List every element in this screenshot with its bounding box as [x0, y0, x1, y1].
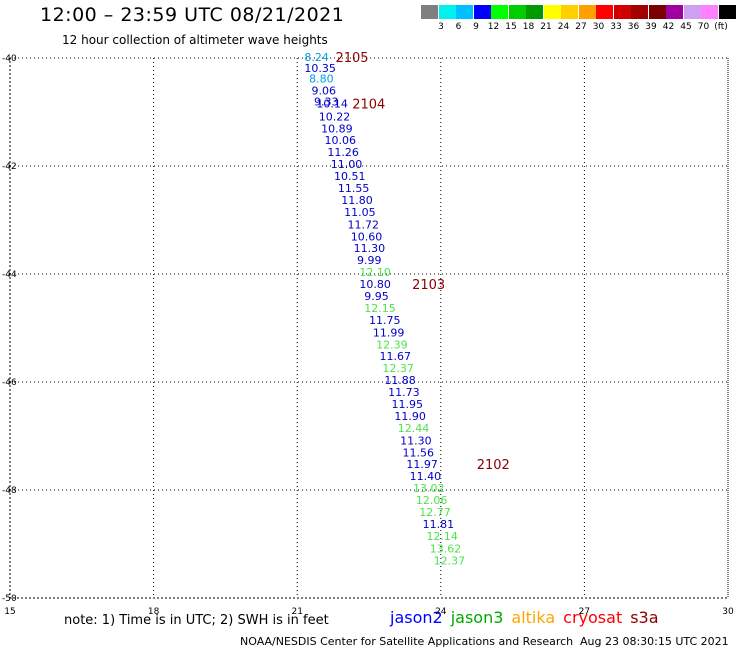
chart-note: note: 1) Time is in UTC; 2) SWH is in fe…: [64, 613, 329, 628]
wave-height-point: 13.02: [413, 482, 445, 495]
color-scale-label: (ft): [714, 22, 728, 32]
x-tick-label: 15: [4, 607, 15, 617]
plot-border: [9, 57, 729, 599]
wave-height-point: 11.55: [338, 182, 370, 195]
color-scale-label: 70: [697, 22, 710, 32]
footer-credit: NOAA/NESDIS Center for Satellite Applica…: [240, 635, 574, 648]
grid-lines: [9, 57, 729, 599]
wave-height-point: 12.15: [364, 302, 396, 315]
satellite-legend: jason2 jason3 altika cryosat s3a: [390, 608, 667, 627]
wave-height-point: 11.05: [344, 206, 376, 219]
color-scale-label: 15: [505, 22, 517, 32]
wave-height-point: 10.60: [351, 230, 383, 243]
chart-title: 12:00 – 23:59 UTC 08/21/2021: [40, 4, 345, 26]
wave-height-point: 11.95: [391, 398, 423, 411]
wave-height-point: 10.22: [319, 110, 351, 123]
color-swatch: [718, 5, 737, 19]
axis-ticks: 15 18 21 24 27 30 -40 -42 -44 -46 -48 -50: [2, 54, 734, 617]
time-label: 2104: [352, 97, 385, 112]
wave-height-point: 11.40: [410, 470, 442, 483]
wave-height-point: 8.80: [309, 73, 334, 86]
legend-item-s3a: s3a: [630, 608, 659, 627]
wave-height-point: 11.88: [384, 374, 416, 387]
time-label: 2103: [412, 278, 445, 293]
y-tick-label: -48: [2, 486, 17, 496]
wave-height-point: 8.24: [304, 51, 329, 64]
wave-height-point: 10.51: [334, 170, 366, 183]
wave-height-point: 11.90: [394, 410, 426, 423]
wave-height-point: 11.26: [327, 146, 359, 159]
time-labels: 2105 2104 2103 2102: [335, 51, 509, 473]
color-scale-label: 45: [680, 22, 692, 32]
wave-height-point: 12.77: [419, 506, 451, 519]
wave-height-point: 13.62: [430, 542, 462, 555]
x-tick-label: 27: [579, 607, 590, 617]
wave-height-point: 11.72: [347, 218, 379, 231]
wave-height-point: 12.37: [434, 554, 466, 567]
color-scale-label: 3: [438, 22, 444, 32]
wave-height-point: 10.35: [304, 62, 336, 75]
wave-height-point: 9.06: [312, 84, 337, 97]
wave-height-point: 9.33: [314, 95, 339, 108]
color-scale-label: 24: [557, 22, 570, 32]
color-scale-label: 33: [610, 22, 622, 32]
color-scale-label: 27: [575, 22, 587, 32]
wave-height-point: 11.30: [400, 434, 432, 447]
wave-height-point: 10.06: [324, 134, 356, 147]
plot-frame: [9, 57, 729, 599]
color-scale-label: 21: [540, 22, 552, 32]
wave-height-point: 11.30: [354, 242, 386, 255]
wave-height-point: 10.14: [316, 97, 348, 110]
wave-height-point: 9.99: [357, 254, 382, 267]
legend-item-altika: altika: [511, 608, 556, 627]
y-tick-label: -50: [2, 594, 17, 604]
x-tick-label: 24: [435, 607, 447, 617]
wave-height-point: 11.97: [406, 458, 438, 471]
wave-height-point: 11.99: [373, 326, 405, 339]
color-scale-label: 6: [455, 22, 462, 32]
wave-height-point: 12.37: [382, 362, 414, 375]
y-tick-label: -44: [2, 270, 17, 280]
wave-height-point: 11.81: [423, 518, 455, 531]
wave-height-point: 12.14: [426, 530, 458, 543]
color-scale-label: 39: [645, 22, 657, 32]
time-label: 2102: [477, 458, 510, 473]
color-scale-label: 30: [592, 22, 605, 32]
wave-height-point: 11.73: [388, 386, 420, 399]
wave-height-point: 12.06: [416, 494, 448, 507]
y-tick-label: -42: [2, 162, 17, 172]
color-scale-label: 36: [627, 22, 640, 32]
wave-height-point: 12.10: [359, 266, 391, 279]
wave-height-point: 9.95: [364, 290, 389, 303]
y-tick-label: -46: [2, 378, 17, 388]
wave-height-point: 11.80: [341, 194, 373, 207]
x-tick-label: 30: [722, 607, 734, 617]
wave-height-point: 12.44: [398, 422, 430, 435]
wave-height-point: 11.56: [403, 446, 435, 459]
legend-item-jason3: jason3: [450, 608, 504, 627]
legend-item-cryosat: cryosat: [563, 608, 623, 627]
footer-timestamp: Aug 23 08:30:15 UTC 2021: [580, 635, 729, 648]
time-label: 2105: [335, 51, 368, 66]
color-scale-label: 42: [662, 22, 675, 32]
wave-height-point: 12.39: [376, 338, 408, 351]
wave-height-point: 10.80: [359, 278, 391, 291]
chart-subtitle: 12 hour collection of altimeter wave hei…: [62, 33, 328, 47]
color-scale-label: 18: [522, 22, 535, 32]
wave-height-point: 11.67: [380, 350, 412, 363]
wave-height-point: 11.75: [369, 314, 401, 327]
x-tick-label: 18: [148, 607, 160, 617]
wave-height-point: 10.89: [321, 122, 353, 135]
color-scale-label: 12: [487, 22, 500, 32]
x-tick-label: 21: [291, 607, 302, 617]
color-scale-label: 9: [473, 22, 479, 32]
wave-height-point: 11.00: [331, 158, 363, 171]
legend-item-jason2: jason2: [390, 608, 443, 627]
y-tick-label: -40: [2, 54, 17, 64]
wave-height-points: 8.2410.358.809.069.3310.1410.2210.8910.0…: [304, 51, 465, 567]
